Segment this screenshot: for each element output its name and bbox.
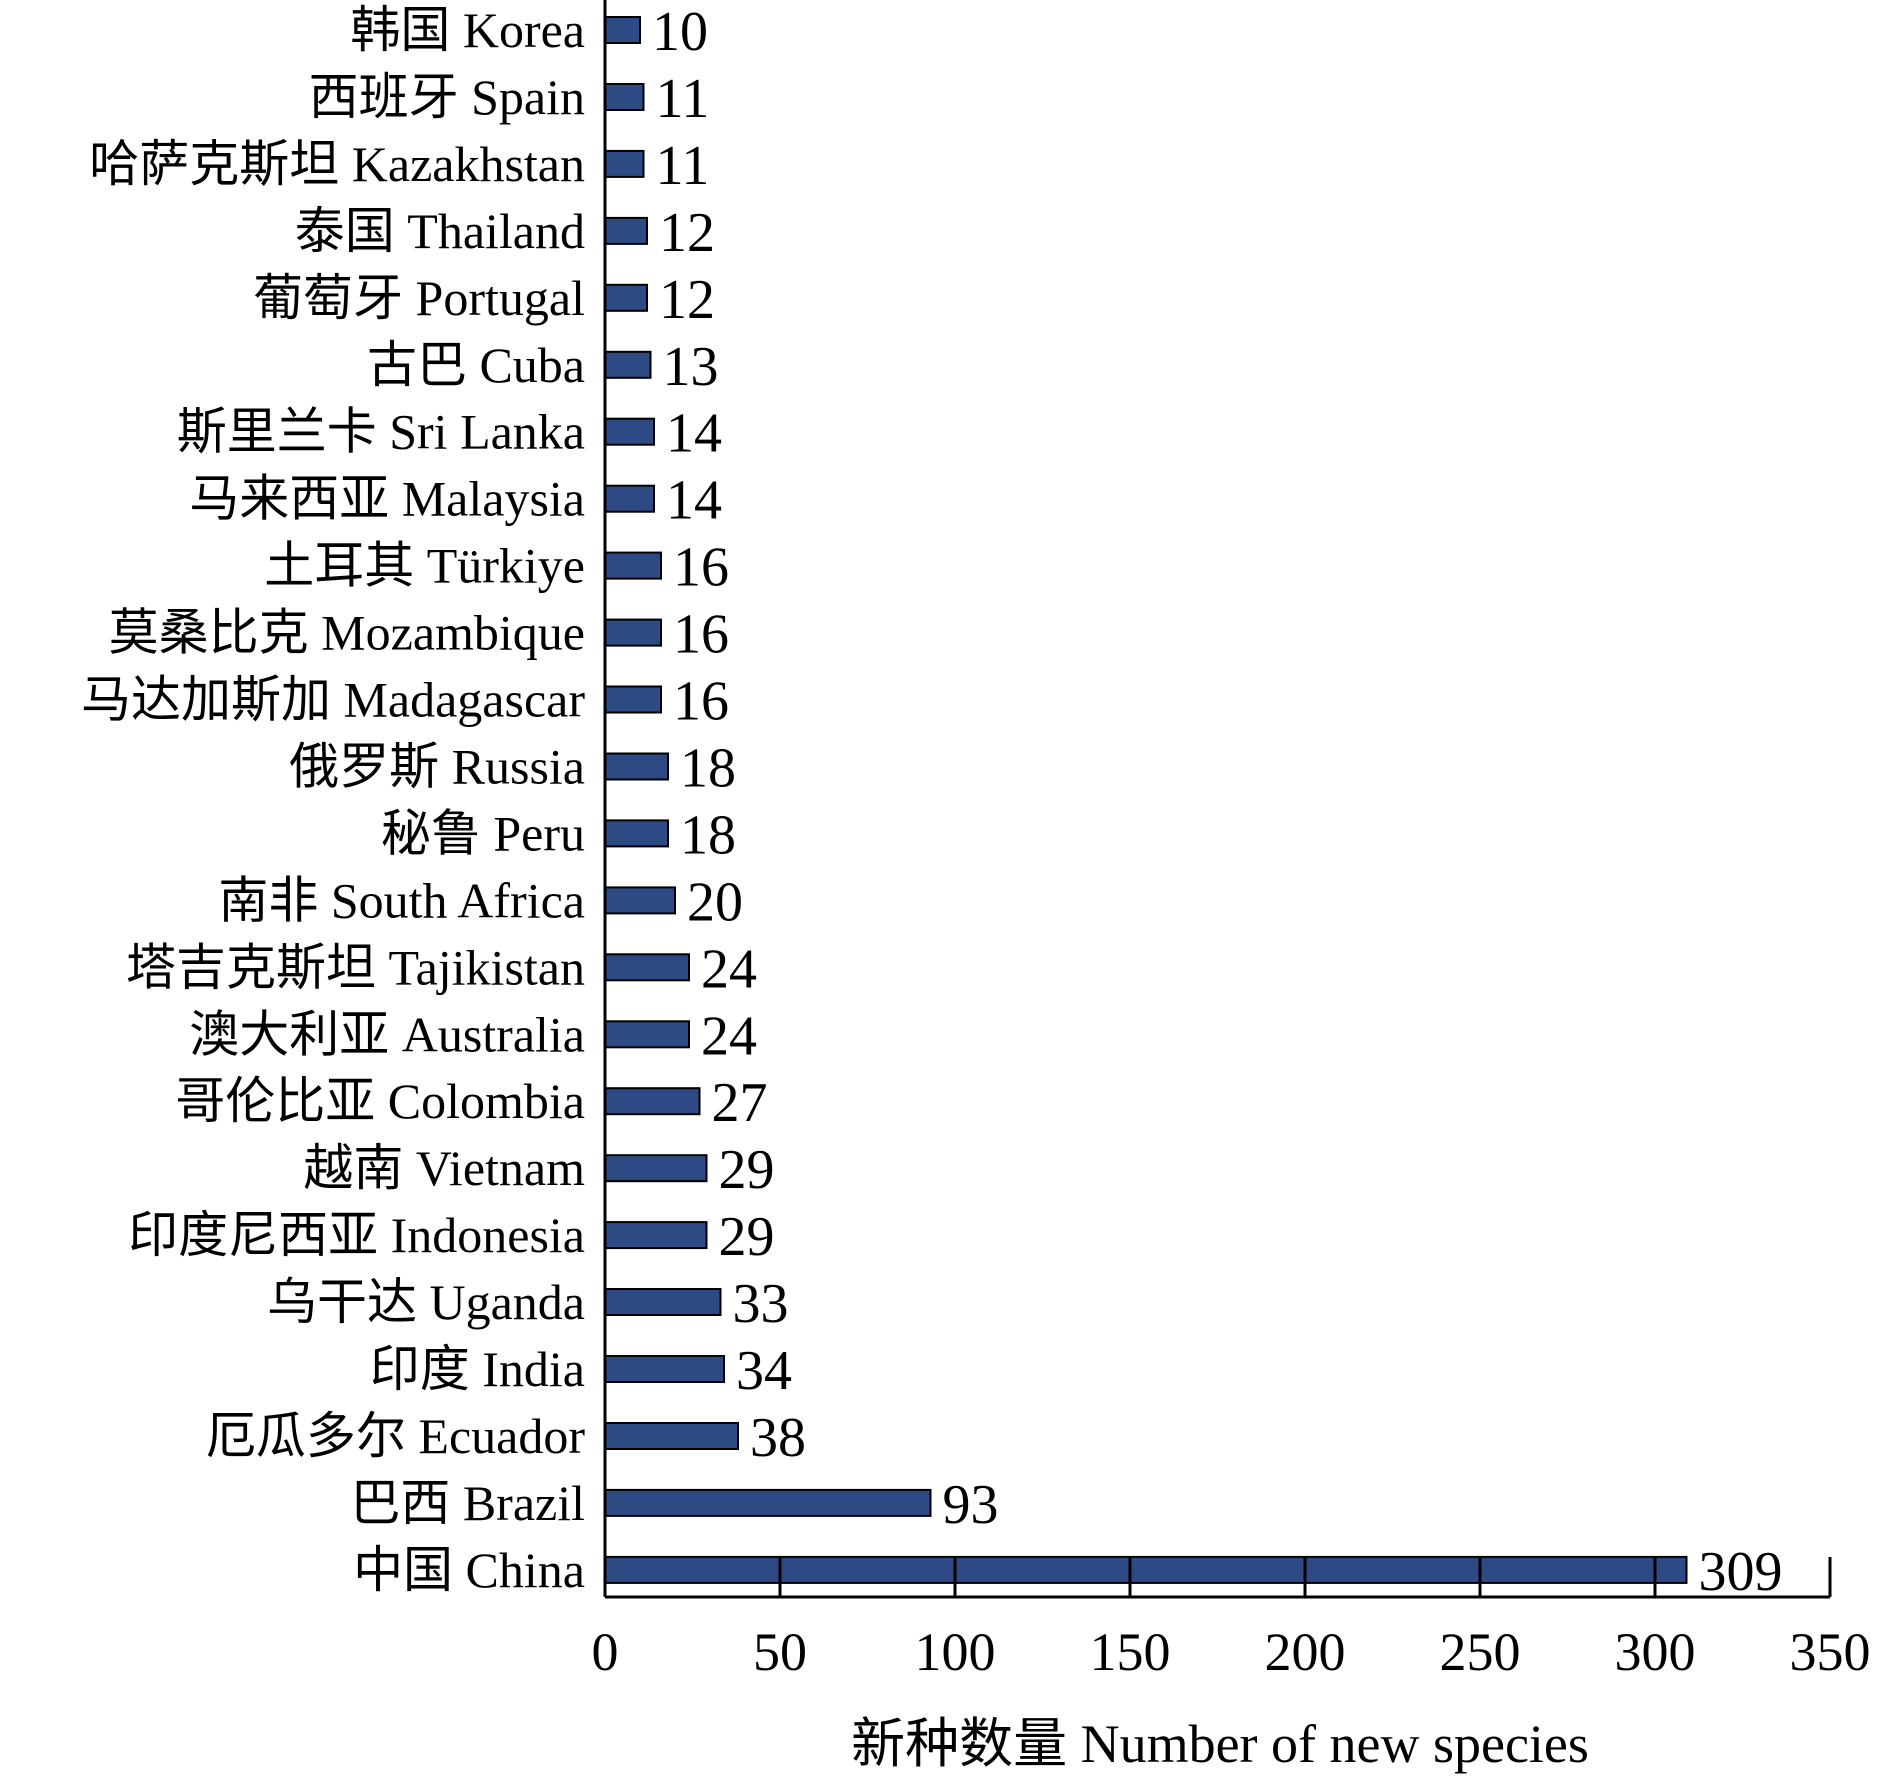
bar [604, 752, 669, 781]
value-label: 16 [673, 537, 729, 599]
bars-layer [604, 16, 1688, 1584]
category-label: 古巴 Cuba [367, 337, 585, 393]
category-label: 厄瓜多尔 Ecuador [206, 1408, 585, 1464]
bar [604, 83, 645, 111]
bar [604, 484, 655, 513]
value-label: 29 [719, 1206, 775, 1268]
bar [604, 350, 652, 379]
x-tick-label: 50 [753, 1622, 807, 1682]
bar [604, 551, 662, 580]
x-tick-label: 100 [915, 1622, 996, 1682]
category-label: 南非 South Africa [218, 872, 585, 928]
axes-layer [603, 0, 1832, 1599]
value-label: 309 [1699, 1541, 1783, 1603]
category-label: 马来西亚 Malaysia [189, 471, 585, 527]
category-label: 哈萨克斯坦 Kazakhstan [89, 136, 585, 192]
bar [604, 819, 669, 848]
category-label: 斯里兰卡 Sri Lanka [177, 404, 585, 460]
bar [604, 618, 662, 647]
category-label: 中国 China [353, 1542, 585, 1598]
category-label: 印度尼西亚 Indonesia [128, 1207, 585, 1263]
bar [604, 149, 645, 178]
bar [604, 283, 648, 312]
category-label: 印度 India [370, 1341, 585, 1397]
bar [604, 1087, 701, 1116]
value-label: 12 [659, 269, 715, 331]
value-label: 18 [680, 804, 736, 866]
x-tick-label: 150 [1090, 1622, 1171, 1682]
value-label: 11 [656, 135, 710, 197]
category-label: 巴西 Brazil [350, 1475, 585, 1531]
category-label: 葡萄牙 Portugal [253, 270, 585, 326]
category-label: 哥伦比亚 Colombia [175, 1073, 585, 1129]
labels-layer: 韩国 Korea 10 西班牙 Spain 11 哈萨克斯坦 Kazakhstan 11 泰… [81, 1, 1871, 1682]
value-label: 34 [736, 1340, 792, 1402]
bar [604, 886, 676, 915]
category-label: 马达加斯加 Madagascar [81, 672, 585, 728]
value-label: 33 [733, 1273, 789, 1335]
x-axis-title: 新种数量 Number of new species [851, 1714, 1589, 1774]
bar [604, 1288, 722, 1316]
value-label: 24 [701, 938, 757, 1000]
category-label: 西班牙 Spain [309, 69, 585, 125]
category-label: 莫桑比克 Mozambique [109, 605, 585, 661]
value-label: 18 [680, 738, 736, 800]
bar [604, 1555, 1688, 1584]
x-tick-label: 200 [1265, 1622, 1346, 1682]
value-label: 11 [656, 68, 710, 130]
value-label: 12 [659, 202, 715, 264]
value-label: 13 [663, 336, 719, 398]
bar [604, 1422, 739, 1450]
x-tick-label: 250 [1440, 1622, 1521, 1682]
value-label: 27 [712, 1072, 768, 1134]
category-label: 俄罗斯 Russia [289, 739, 585, 795]
bar [604, 216, 648, 245]
bar [604, 953, 690, 982]
x-tick-label: 350 [1790, 1622, 1871, 1682]
category-label: 越南 Vietnam [303, 1140, 585, 1196]
category-label: 乌干达 Uganda [267, 1274, 585, 1330]
bar [604, 1488, 932, 1517]
category-label: 秘鲁 Peru [381, 805, 585, 861]
category-label: 泰国 Thailand [295, 203, 585, 259]
value-label: 10 [652, 1, 708, 63]
value-label: 93 [943, 1474, 999, 1536]
bar [604, 1020, 690, 1049]
value-label: 16 [673, 604, 729, 666]
value-label: 24 [701, 1005, 757, 1067]
bar [604, 1221, 708, 1250]
category-label: 塔吉克斯坦 Tajikistan [126, 939, 585, 995]
bar [604, 1355, 725, 1383]
bar [604, 685, 662, 714]
value-label: 16 [673, 671, 729, 733]
bar [604, 1154, 708, 1183]
value-label: 14 [666, 403, 722, 465]
bar [604, 16, 641, 44]
x-tick-label: 0 [592, 1622, 619, 1682]
value-label: 20 [687, 871, 743, 933]
value-label: 29 [719, 1139, 775, 1201]
category-label: 土耳其 Türkiye [264, 538, 585, 594]
category-label: 韩国 Korea [350, 2, 585, 58]
value-label: 14 [666, 470, 722, 532]
x-tick-label: 300 [1615, 1622, 1696, 1682]
category-label: 澳大利亚 Australia [189, 1006, 585, 1062]
bar [604, 417, 655, 446]
value-label: 38 [750, 1407, 806, 1469]
